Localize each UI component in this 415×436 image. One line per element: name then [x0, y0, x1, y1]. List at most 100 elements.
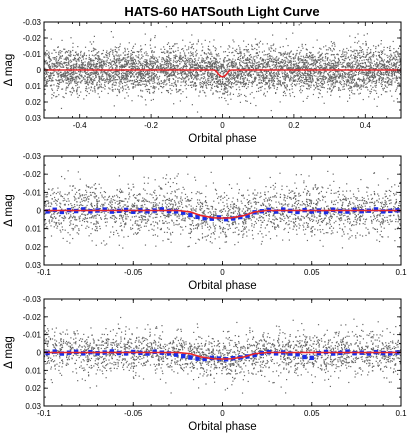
raw-point [394, 64, 396, 66]
raw-point [290, 62, 292, 64]
raw-point [396, 58, 398, 60]
raw-point [330, 85, 332, 87]
raw-point [185, 96, 188, 98]
raw-point [367, 65, 370, 67]
raw-point [294, 57, 296, 59]
raw-point [383, 49, 385, 51]
raw-point [314, 72, 316, 74]
raw-point [225, 84, 228, 86]
raw-point [183, 60, 185, 62]
raw-point [258, 90, 260, 92]
raw-point [352, 73, 354, 75]
raw-point [125, 81, 127, 84]
raw-point [87, 63, 89, 65]
raw-point [268, 47, 270, 49]
raw-point [215, 90, 217, 92]
raw-point [254, 78, 256, 81]
raw-point [257, 87, 260, 89]
raw-point [277, 58, 279, 60]
raw-point [342, 65, 344, 68]
raw-point [211, 73, 213, 75]
raw-point [210, 53, 212, 55]
raw-point [232, 58, 234, 60]
raw-point [268, 85, 270, 87]
raw-point [306, 56, 308, 59]
raw-point [274, 65, 276, 67]
raw-point [388, 72, 390, 74]
raw-point [147, 55, 149, 57]
raw-point [350, 74, 353, 76]
raw-point [246, 57, 249, 59]
raw-point [321, 80, 323, 82]
raw-point [150, 99, 152, 101]
raw-point [301, 80, 304, 82]
raw-point [69, 73, 71, 76]
raw-point [310, 79, 312, 81]
raw-point [306, 53, 308, 55]
raw-point [221, 65, 223, 68]
raw-point [313, 85, 315, 87]
raw-point [377, 66, 379, 68]
raw-point [354, 56, 356, 59]
raw-point [395, 65, 397, 68]
raw-point [85, 72, 87, 75]
raw-point [69, 70, 71, 72]
raw-point [399, 58, 401, 60]
raw-point [243, 72, 245, 74]
raw-point [293, 79, 295, 81]
raw-point [147, 65, 149, 67]
raw-point [335, 66, 338, 69]
raw-point [136, 56, 138, 58]
raw-point [132, 47, 134, 49]
raw-point [141, 72, 143, 75]
raw-point [196, 73, 198, 75]
raw-point [161, 64, 163, 66]
raw-point [216, 62, 219, 64]
raw-point [351, 89, 353, 91]
raw-point [327, 78, 330, 80]
raw-point [303, 85, 305, 87]
raw-point [275, 66, 277, 68]
raw-point [272, 80, 274, 82]
raw-point [351, 76, 353, 78]
raw-point [247, 86, 249, 88]
raw-point [153, 92, 155, 94]
raw-point [303, 64, 306, 66]
raw-point [239, 78, 241, 80]
raw-point [307, 95, 309, 98]
raw-point [320, 73, 322, 75]
raw-point [293, 76, 295, 78]
raw-point [368, 52, 370, 55]
raw-point [110, 63, 112, 65]
raw-point [304, 43, 307, 46]
raw-point [78, 71, 80, 73]
raw-point [139, 75, 141, 77]
raw-point [394, 77, 396, 79]
raw-point [266, 91, 269, 93]
raw-point [287, 61, 289, 63]
raw-point [215, 65, 217, 67]
raw-point [129, 58, 132, 60]
raw-point [241, 75, 244, 77]
raw-point [100, 85, 102, 87]
raw-point [75, 60, 77, 62]
raw-point [305, 66, 308, 68]
raw-point [242, 77, 244, 79]
raw-point [228, 79, 230, 81]
raw-point [60, 74, 62, 76]
raw-point [312, 63, 314, 65]
raw-point [52, 66, 54, 68]
raw-point [307, 70, 309, 72]
raw-point [305, 48, 308, 50]
raw-point [119, 45, 121, 48]
raw-point [327, 84, 329, 86]
raw-point [365, 40, 367, 43]
raw-point [240, 75, 242, 78]
raw-point [339, 89, 342, 91]
raw-point [114, 79, 117, 81]
raw-point [134, 43, 136, 45]
raw-point [58, 79, 60, 81]
raw-point [365, 71, 367, 73]
raw-point [214, 67, 216, 69]
raw-point [190, 81, 192, 83]
